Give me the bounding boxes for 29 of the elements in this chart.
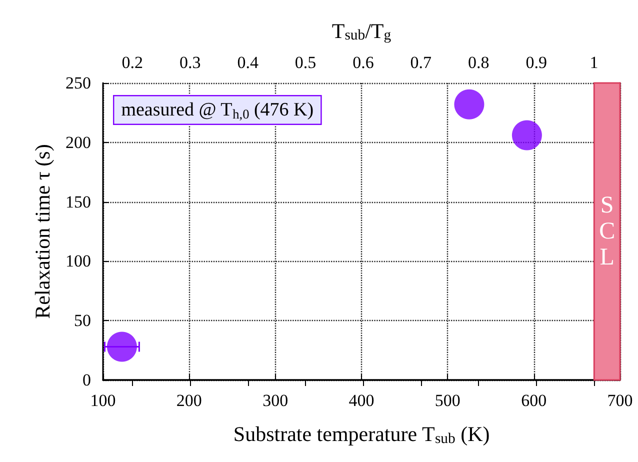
x-tick-label: 700 <box>607 391 633 410</box>
y-tick-label: 250 <box>66 74 91 92</box>
x-axis-title: Substrate temperature Tsub (K) <box>233 422 490 447</box>
x-tick-label: 600 <box>521 391 547 410</box>
y-tick-label: 150 <box>66 192 91 212</box>
x-tick-label: 100 <box>90 391 116 410</box>
x2-axis-title: Tsub/Tg <box>332 18 392 44</box>
x-tick-label: 300 <box>262 391 288 410</box>
y-tick-label: 50 <box>74 311 91 330</box>
x2-tick-label: 0.6 <box>352 53 374 72</box>
x2-tick-label: 0.9 <box>526 53 547 72</box>
y-tick-label: 200 <box>66 132 91 152</box>
x2-tick-label: 0.5 <box>294 53 316 72</box>
x2-tick-label: 0.3 <box>180 53 201 72</box>
x-tick-label: 400 <box>348 391 374 410</box>
x2-tick-label: 1 <box>590 53 598 72</box>
x2-tick-label: 0.4 <box>237 53 259 72</box>
x-tick-label: 200 <box>176 391 202 410</box>
y-tick-label: 100 <box>66 252 91 271</box>
x2-tick-label: 0.2 <box>122 53 144 72</box>
x2-tick-label: 0.8 <box>468 53 490 72</box>
y-axis-title: Relaxation time τ (s) <box>30 144 54 319</box>
x2-tick-label: 0.7 <box>410 53 432 72</box>
point <box>512 120 542 150</box>
x-tick-label: 500 <box>434 391 460 410</box>
band-label: SCL <box>599 192 616 270</box>
y-tick-label: 0 <box>82 370 91 390</box>
point <box>106 332 137 362</box>
point <box>454 89 484 120</box>
